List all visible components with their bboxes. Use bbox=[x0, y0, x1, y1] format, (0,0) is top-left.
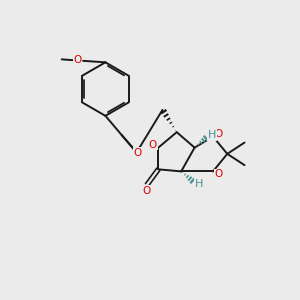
Text: O: O bbox=[214, 129, 223, 139]
Text: O: O bbox=[134, 148, 142, 158]
Text: H: H bbox=[208, 130, 217, 140]
Text: H: H bbox=[195, 178, 203, 189]
Text: O: O bbox=[74, 55, 82, 65]
Text: O: O bbox=[214, 169, 223, 179]
Text: O: O bbox=[142, 186, 151, 196]
Text: O: O bbox=[149, 140, 157, 150]
